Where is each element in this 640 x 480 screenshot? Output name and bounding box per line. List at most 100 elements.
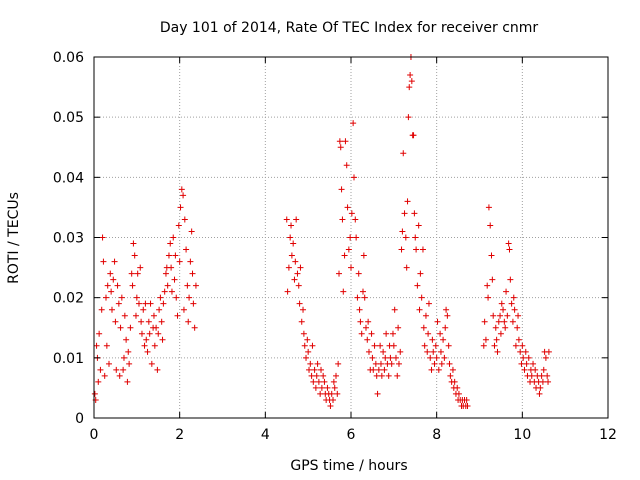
data-point xyxy=(410,132,417,139)
data-point xyxy=(310,378,317,385)
data-point xyxy=(180,192,187,199)
data-point xyxy=(288,222,295,229)
x-tick-label: 6 xyxy=(347,427,356,443)
data-point xyxy=(341,252,348,259)
data-point xyxy=(124,378,131,385)
data-point xyxy=(290,240,297,247)
data-point xyxy=(519,342,526,349)
data-point xyxy=(446,360,453,367)
data-point xyxy=(497,330,504,337)
data-point xyxy=(348,210,355,217)
data-point xyxy=(293,216,300,223)
data-point xyxy=(134,270,141,277)
data-point xyxy=(545,348,552,355)
data-point xyxy=(191,324,198,331)
data-point xyxy=(355,270,362,277)
data-point xyxy=(120,366,127,373)
data-point xyxy=(451,378,458,385)
data-point xyxy=(315,378,322,385)
data-point xyxy=(113,366,120,373)
data-point xyxy=(357,318,364,325)
data-point xyxy=(392,354,399,361)
data-points xyxy=(91,54,552,409)
data-point xyxy=(167,240,174,247)
data-point xyxy=(137,264,144,271)
data-point xyxy=(188,228,195,235)
data-point xyxy=(337,144,344,151)
plot-frame xyxy=(93,56,609,419)
data-point xyxy=(342,138,349,145)
data-point xyxy=(344,204,351,211)
data-point xyxy=(442,324,449,331)
data-point xyxy=(283,216,290,223)
data-point xyxy=(374,390,381,397)
data-point xyxy=(481,318,488,325)
data-point xyxy=(334,390,341,397)
data-point xyxy=(488,252,495,259)
data-point xyxy=(378,372,385,379)
data-point xyxy=(330,378,337,385)
data-point xyxy=(101,372,108,379)
data-point xyxy=(369,354,376,361)
data-point xyxy=(350,174,357,181)
data-point xyxy=(482,336,489,343)
data-point xyxy=(373,372,380,379)
x-axis-label: GPS time / hours xyxy=(290,458,407,474)
data-point xyxy=(430,348,437,355)
data-point xyxy=(377,360,384,367)
data-point xyxy=(291,276,298,283)
data-point xyxy=(522,348,529,355)
data-point xyxy=(287,234,294,241)
data-point xyxy=(419,246,426,253)
data-point xyxy=(438,360,445,367)
x-tick-label: 2 xyxy=(175,427,184,443)
data-point xyxy=(105,360,112,367)
data-point xyxy=(360,252,367,259)
data-point xyxy=(174,312,181,319)
data-point xyxy=(294,270,301,277)
data-point xyxy=(380,348,387,355)
data-point xyxy=(530,360,537,367)
data-point xyxy=(497,312,504,319)
data-point xyxy=(443,306,450,313)
data-point xyxy=(353,234,360,241)
data-point xyxy=(133,294,140,301)
data-point xyxy=(412,234,419,241)
data-point xyxy=(515,336,522,343)
data-point xyxy=(429,336,436,343)
data-point xyxy=(189,270,196,277)
data-point xyxy=(427,354,434,361)
data-point xyxy=(183,246,190,253)
data-point xyxy=(190,300,197,307)
data-point xyxy=(130,240,137,247)
data-point xyxy=(192,282,199,289)
data-point xyxy=(159,336,166,343)
data-point xyxy=(336,270,343,277)
data-point xyxy=(313,372,320,379)
data-point xyxy=(178,186,185,193)
data-point xyxy=(143,336,150,343)
data-point xyxy=(102,294,109,301)
data-point xyxy=(415,222,422,229)
data-point xyxy=(510,294,517,301)
data-point xyxy=(154,366,161,373)
data-point xyxy=(514,324,521,331)
data-point xyxy=(338,186,345,193)
x-tick-label: 8 xyxy=(432,427,441,443)
data-point xyxy=(492,324,499,331)
data-point xyxy=(428,366,435,373)
data-point xyxy=(305,348,312,355)
data-point xyxy=(97,366,104,373)
data-point xyxy=(405,114,412,121)
data-point xyxy=(180,306,187,313)
data-point xyxy=(333,372,340,379)
axis-ticks: 0 2 4 6 8 10 12 0 0.01 0.02 0.03 0.04 0.05 0.06 xyxy=(53,50,617,443)
data-point xyxy=(520,354,527,361)
data-point xyxy=(147,300,154,307)
data-point xyxy=(129,282,136,289)
data-point xyxy=(537,384,544,391)
data-point xyxy=(161,288,168,295)
data-point xyxy=(394,372,401,379)
data-point xyxy=(309,342,316,349)
data-point xyxy=(377,342,384,349)
